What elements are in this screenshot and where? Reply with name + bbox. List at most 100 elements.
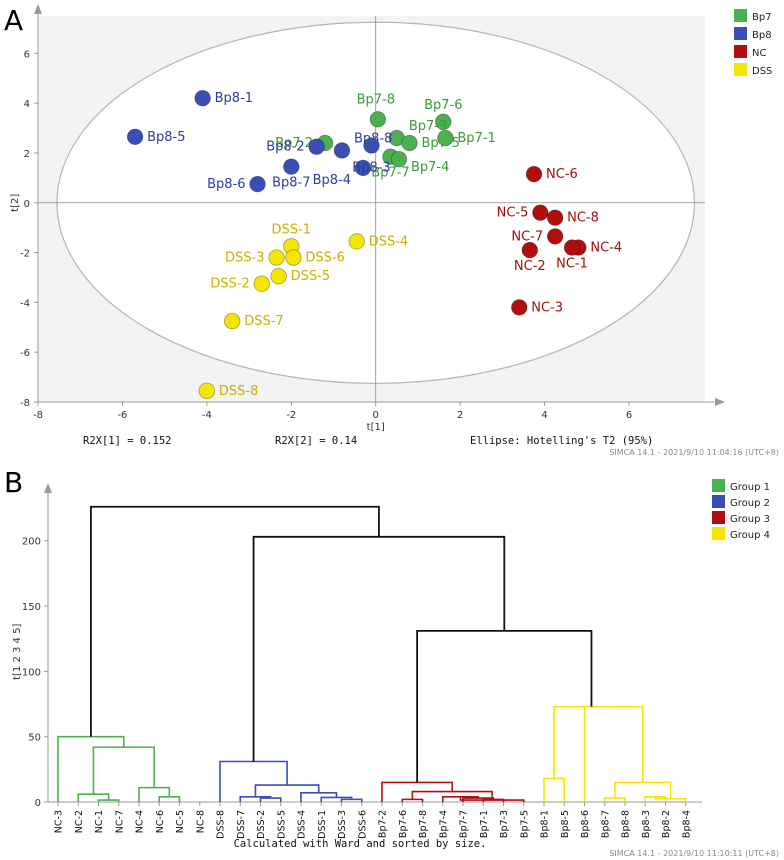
leaf-label: NC-1 — [94, 810, 105, 833]
x-tick-label: -4 — [202, 410, 212, 421]
dendrogram-link — [553, 705, 644, 783]
y-tick-label: 4 — [24, 99, 30, 110]
y-tick-label: -2 — [20, 249, 30, 260]
dendrogram-link — [219, 760, 288, 802]
leaf-label: Bp8-8 — [621, 810, 632, 838]
point-label: Bp7-1 — [457, 131, 495, 146]
leaf-label: NC-3 — [54, 810, 65, 833]
point-label: DSS-3 — [225, 251, 264, 266]
score-point — [401, 134, 418, 152]
point-label: NC-6 — [546, 167, 578, 182]
dendro-y-tick-label: 200 — [22, 537, 41, 548]
panel-a-label: A — [4, 4, 23, 37]
leaf-label: Bp7-6 — [398, 810, 409, 838]
dendro-y-tick-label: 100 — [22, 667, 41, 678]
score-point — [563, 239, 581, 256]
leaf-label: Bp7-8 — [418, 810, 429, 838]
point-label: DSS-2 — [210, 277, 249, 292]
score-point — [354, 159, 372, 177]
dendrogram-link — [416, 629, 593, 783]
score-point — [525, 165, 543, 183]
point-label: NC-1 — [556, 257, 588, 272]
leaf-label: DSS-8 — [216, 810, 227, 839]
legend-label: Group 2 — [730, 498, 770, 509]
x-tick-label: 0 — [373, 410, 379, 421]
dendro-y-arrow — [44, 483, 52, 493]
y-tick-label: -6 — [20, 348, 30, 359]
point-label: Bp7-6 — [424, 98, 462, 113]
dendrogram-link — [57, 735, 125, 802]
legend-swatch — [734, 63, 747, 76]
leaf-label: Bp7-4 — [438, 810, 449, 838]
dendrogram-link — [158, 795, 181, 802]
score-point — [268, 249, 285, 266]
leaf-label: Bp8-3 — [641, 810, 652, 838]
leaf-label: Bp7-5 — [519, 810, 530, 838]
legend-swatch — [712, 511, 725, 524]
dendrogram-link — [441, 795, 479, 802]
leaf-label: Bp8-6 — [580, 810, 591, 838]
dendrogram-link — [320, 796, 353, 802]
leaf-label: NC-7 — [114, 810, 125, 833]
legend-swatch — [712, 527, 725, 540]
y-axis-arrow — [34, 4, 42, 14]
score-point — [532, 204, 549, 221]
score-scatter-plot: -8 -6 -4 -2 0 2 4 6 -8 -6 -4 -2 0 2 4 6 t[1] t[2] Bp7-8 Bp7… — [10, 4, 725, 433]
y-tick-label: 6 — [24, 49, 30, 60]
score-point — [249, 175, 266, 193]
legend-label: Group 3 — [730, 514, 770, 525]
dendrogram-link — [239, 795, 272, 802]
dendro-method-label: Calculated with Ward and sorted by size. — [234, 838, 487, 850]
x-tick-label: 6 — [626, 410, 632, 421]
score-point — [390, 150, 408, 168]
r2x1-stat: R2X[1] = 0.152 — [83, 435, 172, 447]
dendrogram-link — [90, 505, 380, 737]
point-label: NC-5 — [497, 206, 529, 221]
point-label: NC-8 — [567, 211, 599, 226]
dendrogram-link — [92, 746, 155, 795]
dendrogram-link — [259, 797, 282, 802]
panel-b-label: B — [4, 466, 23, 499]
score-point — [363, 137, 380, 154]
score-point — [437, 129, 454, 147]
r2x2-stat: R2X[2] = 0.14 — [275, 435, 357, 447]
point-label: DSS-1 — [272, 222, 311, 237]
dendro-y-axis-label: t[1 2 3 4 5] — [12, 624, 23, 680]
dendrogram-link — [77, 793, 110, 802]
dendrogram-link — [543, 777, 566, 802]
point-label: NC-7 — [511, 229, 543, 244]
leaf-label: DSS-4 — [297, 810, 308, 839]
point-label: NC-4 — [590, 241, 622, 256]
score-point — [369, 111, 387, 128]
dendrogram-link — [583, 705, 599, 802]
legend-label: DSS — [752, 66, 772, 77]
scatter-footer: SIMCA 14.1 - 2021/9/10 11:04:16 (UTC+8) — [609, 448, 779, 457]
leaf-label: DSS-7 — [236, 810, 247, 839]
leaf-label: Bp7-1 — [479, 810, 490, 838]
leaf-label: Bp8-7 — [600, 810, 611, 838]
point-label: DSS-7 — [244, 314, 283, 329]
legend-label: Group 1 — [730, 482, 770, 493]
score-point — [253, 275, 270, 292]
x-axis-arrow — [715, 398, 725, 406]
dendro-y-tick-label: 0 — [35, 798, 41, 809]
score-point — [198, 382, 216, 399]
legend-label: Bp7 — [752, 12, 772, 23]
score-point — [308, 138, 325, 155]
leaf-label: DSS-6 — [357, 810, 368, 839]
point-label: Bp7 2 — [275, 136, 313, 151]
legend-label: NC — [752, 48, 766, 59]
score-point — [511, 299, 528, 316]
x-tick-label: 4 — [541, 410, 547, 421]
leaf-label: DSS-1 — [317, 810, 328, 839]
point-label: Bp7-8 — [357, 92, 395, 107]
dendro-legend: Group 1 Group 2 Group 3 Group 4 — [712, 479, 770, 541]
x-tick-label: -2 — [286, 410, 296, 421]
point-label: Bp8-2 — [266, 140, 304, 155]
dendro-y-tick-label: 50 — [28, 733, 41, 744]
x-tick-label: 2 — [457, 410, 463, 421]
legend-swatch — [734, 27, 747, 40]
y-axis-label: t[2] — [10, 194, 21, 212]
point-label: DSS-8 — [219, 384, 258, 399]
dendro-y-tick-label: 150 — [22, 602, 41, 613]
